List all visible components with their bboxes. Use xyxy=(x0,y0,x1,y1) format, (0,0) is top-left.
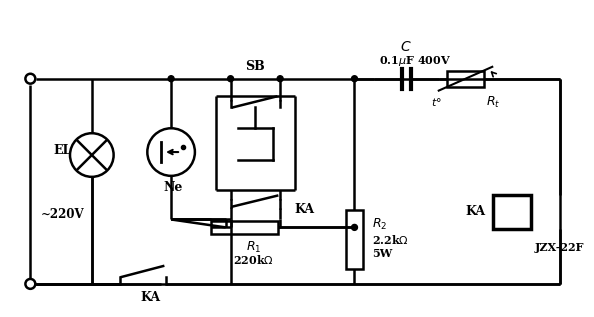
Circle shape xyxy=(352,76,358,82)
Text: Ne: Ne xyxy=(163,181,183,194)
Text: ~220V: ~220V xyxy=(40,208,84,221)
Text: KA: KA xyxy=(294,203,314,216)
Bar xyxy=(447,71,484,87)
Text: JZX-22F: JZX-22F xyxy=(535,242,584,253)
Bar xyxy=(211,222,278,234)
Text: KA: KA xyxy=(140,291,160,304)
Circle shape xyxy=(352,224,358,230)
Circle shape xyxy=(168,76,174,82)
Text: 5W: 5W xyxy=(372,248,393,259)
Circle shape xyxy=(228,76,233,82)
Text: KA: KA xyxy=(465,205,485,218)
Text: 0.1$\mu$F 400V: 0.1$\mu$F 400V xyxy=(379,54,451,68)
Text: SB: SB xyxy=(245,60,266,73)
Text: $C$: $C$ xyxy=(400,40,412,54)
Text: 2.2k$\Omega$: 2.2k$\Omega$ xyxy=(372,233,409,246)
Text: $t°$: $t°$ xyxy=(431,96,442,108)
Bar xyxy=(346,210,364,269)
Text: $R_1$: $R_1$ xyxy=(246,240,261,255)
Text: $R_t$: $R_t$ xyxy=(486,95,501,110)
Text: 220k$\Omega$: 220k$\Omega$ xyxy=(233,253,274,266)
Text: $R_2$: $R_2$ xyxy=(372,217,388,232)
Bar xyxy=(493,195,531,230)
Circle shape xyxy=(277,76,283,82)
Text: EL: EL xyxy=(53,144,71,157)
